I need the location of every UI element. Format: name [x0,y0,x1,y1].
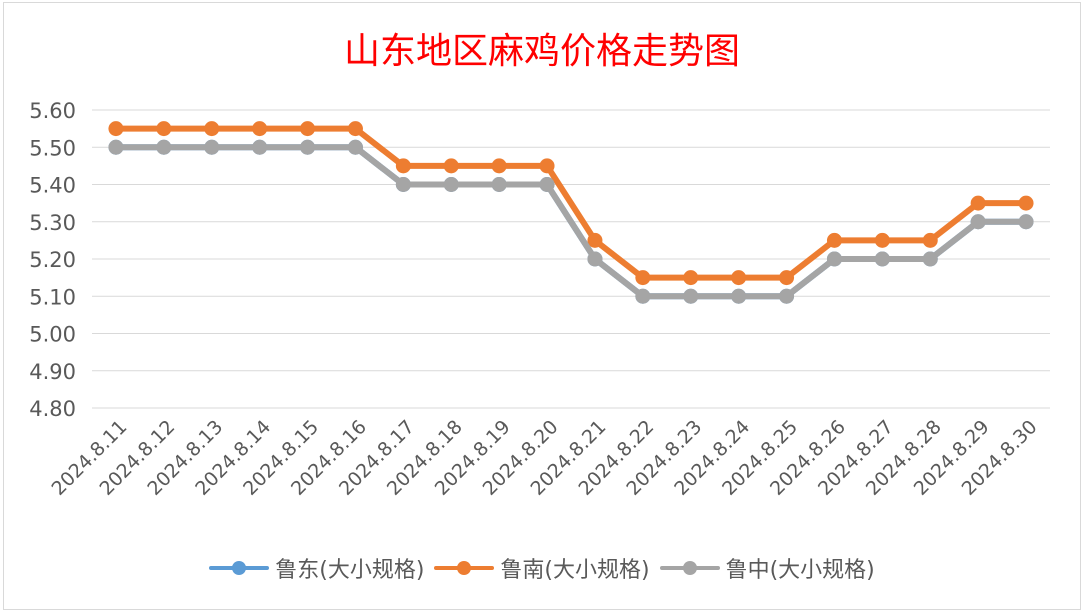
data-point [252,139,268,155]
legend-item-ludong[interactable]: 鲁东(大小规格) [209,552,424,584]
data-point [443,158,459,174]
data-point [108,139,124,155]
chart-title: 山东地区麻鸡价格走势图 [343,31,740,72]
y-tick-label: 5.20 [29,248,76,272]
data-point [683,288,699,304]
data-point [970,214,986,230]
data-point [826,251,842,267]
data-point [395,177,411,192]
series-line [112,144,1030,300]
x-axis-ticks: 2024.8.112024.8.122024.8.132024.8.142024… [48,416,1042,500]
data-point [395,158,411,174]
data-point [300,121,316,137]
data-point [970,195,986,211]
legend-label-luzhong: 鲁中(大小规格) [725,558,875,583]
y-tick-label: 4.90 [29,360,76,384]
data-point [539,177,555,192]
y-tick-label: 5.10 [29,285,76,309]
legend-item-lunan[interactable]: 鲁南(大小规格) [434,552,650,584]
data-point [204,139,220,155]
series-line [112,125,1030,281]
data-point [156,139,172,155]
data-point [539,158,555,174]
y-tick-label: 5.40 [29,174,76,198]
y-tick-label: 5.30 [29,211,76,235]
y-tick-label: 5.50 [29,136,76,160]
y-tick-label: 5.00 [29,323,76,347]
data-point [1018,195,1034,211]
data-point [156,121,172,137]
series-2 [108,139,1034,304]
data-point [826,232,842,248]
data-point [635,270,651,286]
data-point [1018,214,1034,230]
data-point [683,270,699,286]
data-point [347,139,363,155]
y-tick-label: 4.80 [29,397,76,421]
legend-label-ludong: 鲁东(大小规格) [275,558,425,583]
data-point [635,288,651,304]
data-point [491,158,507,174]
legend-swatch-luzhong [659,558,720,578]
data-point [347,121,363,137]
data-point [300,139,316,155]
chart-frame [3,2,1081,610]
data-point [204,121,220,137]
series-lines [108,121,1034,304]
data-point [731,270,747,286]
legend-swatch-ludong [209,558,270,578]
data-point [443,177,459,192]
data-point [779,270,795,286]
y-axis-ticks: 5.60 5.50 5.40 5.30 5.20 5.10 5.00 4.90 4.80 [29,99,76,421]
data-point [874,232,890,248]
data-point [587,232,603,248]
data-point [922,251,938,267]
legend: 鲁东(大小规格) 鲁南(大小规格) 鲁中(大小规格) [0,552,1084,584]
series-1 [108,121,1034,286]
legend-swatch-lunan [434,558,495,578]
data-point [587,251,603,267]
data-point [731,288,747,304]
data-point [922,232,938,248]
data-point [779,288,795,304]
data-point [252,121,268,137]
data-point [491,177,507,192]
legend-item-luzhong[interactable]: 鲁中(大小规格) [659,552,875,584]
data-point [108,121,124,137]
legend-label-lunan: 鲁南(大小规格) [500,558,650,583]
y-tick-label: 5.60 [29,99,76,123]
data-point [874,251,890,267]
